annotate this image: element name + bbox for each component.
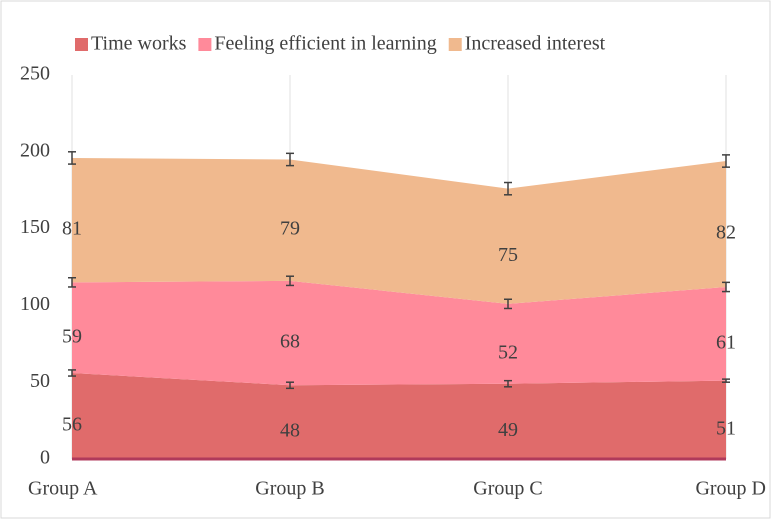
legend-label: Feeling efficient in learning <box>214 33 436 55</box>
data-label: 48 <box>280 420 300 442</box>
data-label: 51 <box>716 417 736 439</box>
error-bar <box>504 298 512 310</box>
error-bar <box>504 379 512 388</box>
data-label: 79 <box>280 218 300 240</box>
data-label: 68 <box>280 331 300 353</box>
error-bar <box>286 381 294 390</box>
error-bar <box>722 378 730 383</box>
data-label: 59 <box>62 325 82 347</box>
y-tick-label: 0 <box>40 447 50 469</box>
y-tick-label: 250 <box>20 63 50 85</box>
x-tick-label: Group C <box>473 478 542 500</box>
data-label: 49 <box>498 419 518 441</box>
area <box>72 372 726 459</box>
y-tick-label: 150 <box>20 216 50 238</box>
error-bar <box>68 151 76 165</box>
data-label: 82 <box>716 222 736 244</box>
x-tick-label: Group B <box>255 478 324 500</box>
error-bar <box>68 277 76 288</box>
error-bar <box>286 152 294 167</box>
error-bar <box>286 275 294 287</box>
error-bar <box>68 369 76 377</box>
area <box>72 157 726 304</box>
data-label: 81 <box>62 218 82 240</box>
y-tick-label: 50 <box>30 370 50 392</box>
x-tick-label: Group A <box>28 478 98 500</box>
data-label: 75 <box>498 244 518 266</box>
error-bar <box>722 154 730 168</box>
legend-swatch <box>75 38 88 51</box>
y-tick-label: 200 <box>20 139 50 161</box>
x-tick-label: Group D <box>695 478 766 500</box>
error-bar <box>504 181 512 196</box>
data-label: 56 <box>62 414 82 436</box>
error-bar <box>722 281 730 293</box>
legend-label: Increased interest <box>465 33 606 55</box>
data-label: 61 <box>716 331 736 353</box>
legend-label: Time works <box>91 33 187 55</box>
area <box>72 280 726 386</box>
legend-swatch <box>198 38 212 51</box>
legend-swatch <box>448 38 462 51</box>
y-tick-label: 100 <box>20 293 50 315</box>
data-label: 52 <box>498 341 518 363</box>
